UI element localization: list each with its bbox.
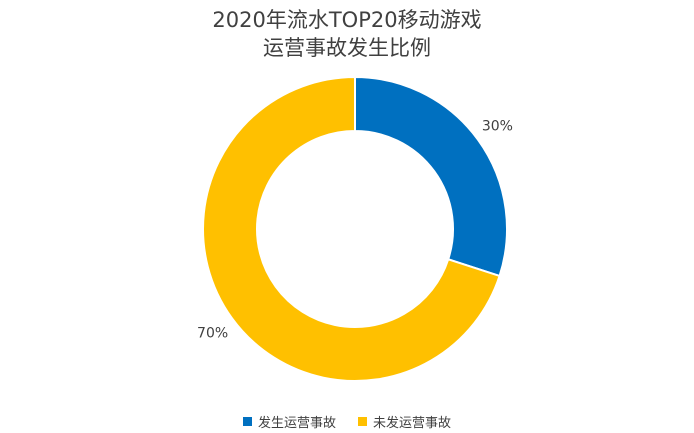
legend: 发生运营事故 未发运营事故 xyxy=(0,412,694,431)
legend-swatch-no-incident xyxy=(358,416,367,426)
donut-slice-1 xyxy=(202,75,501,382)
chart-subtitle: 运营事故发生比例 xyxy=(263,36,431,60)
data-label-1: 70% xyxy=(197,325,228,341)
legend-label-no-incident: 未发运营事故 xyxy=(373,415,452,431)
donut-slice-0 xyxy=(354,75,508,278)
legend-item-no-incident: 未发运营事故 xyxy=(358,412,451,431)
legend-swatch-incident xyxy=(242,416,252,426)
chart-title: 2020年流水TOP20移动游戏 xyxy=(212,8,482,32)
legend-label-incident: 发生运营事故 xyxy=(257,415,336,431)
legend-item-incident: 发生运营事故 xyxy=(242,412,336,431)
data-label-0: 30% xyxy=(482,119,513,135)
